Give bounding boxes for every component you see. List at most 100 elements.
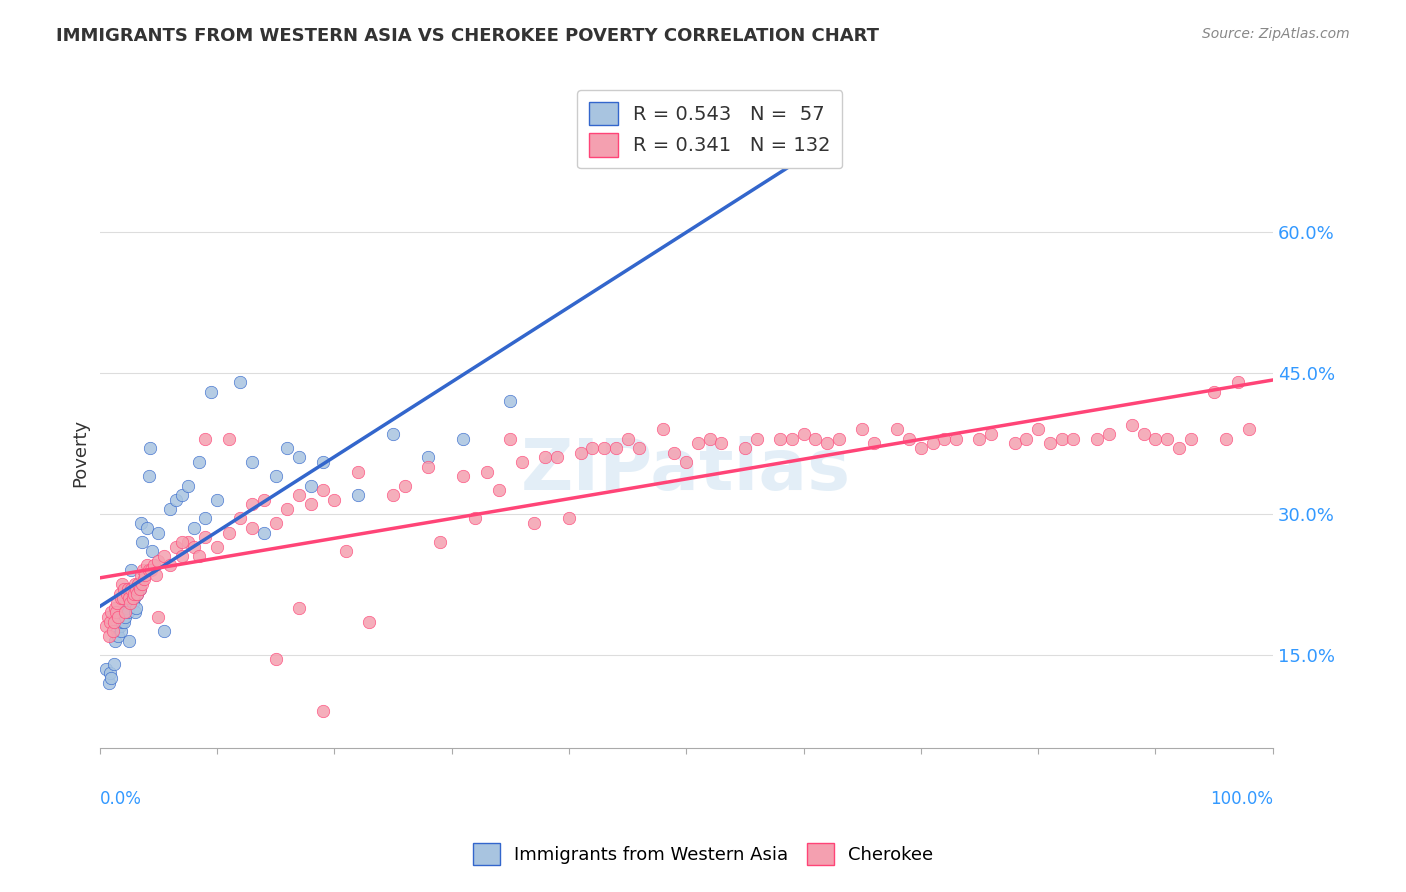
Point: [1144, 432, 1167, 446]
Point: [804, 432, 827, 446]
Point: [98, 666, 121, 681]
Point: [170, 549, 193, 563]
Point: [134, 567, 156, 582]
Point: [311, 483, 333, 498]
Point: [745, 432, 768, 446]
Point: [98, 675, 121, 690]
Point: [98, 615, 121, 629]
Point: [218, 432, 240, 446]
Point: [299, 497, 322, 511]
Point: [1085, 432, 1108, 446]
Point: [980, 427, 1002, 442]
Point: [1097, 427, 1119, 442]
Point: [686, 436, 709, 450]
Point: [124, 605, 146, 619]
Text: 0.0%: 0.0%: [100, 790, 142, 808]
Point: [183, 540, 205, 554]
Point: [108, 586, 131, 600]
Point: [815, 436, 838, 450]
Point: [103, 615, 125, 629]
Point: [429, 535, 451, 549]
Point: [141, 544, 163, 558]
Point: [170, 535, 193, 549]
Point: [153, 624, 176, 639]
Point: [194, 511, 217, 525]
Point: [138, 469, 160, 483]
Point: [593, 441, 616, 455]
Point: [240, 455, 263, 469]
Point: [335, 544, 357, 558]
Point: [1026, 422, 1049, 436]
Point: [100, 605, 122, 619]
Point: [276, 441, 298, 455]
Point: [127, 577, 149, 591]
Point: [117, 582, 139, 596]
Point: [135, 558, 157, 573]
Point: [105, 624, 128, 639]
Point: [229, 511, 252, 525]
Point: [114, 610, 136, 624]
Point: [153, 549, 176, 563]
Point: [1167, 441, 1189, 455]
Point: [229, 376, 252, 390]
Point: [346, 488, 368, 502]
Point: [264, 652, 287, 666]
Point: [121, 596, 143, 610]
Point: [945, 432, 967, 446]
Point: [288, 600, 311, 615]
Point: [534, 450, 557, 465]
Point: [118, 633, 141, 648]
Point: [218, 525, 240, 540]
Point: [104, 600, 127, 615]
Point: [194, 530, 217, 544]
Point: [898, 432, 921, 446]
Point: [253, 492, 276, 507]
Point: [115, 600, 138, 615]
Point: [605, 441, 627, 455]
Point: [112, 582, 135, 596]
Point: [381, 488, 404, 502]
Point: [1039, 436, 1062, 450]
Point: [107, 610, 129, 624]
Point: [1121, 417, 1143, 432]
Text: IMMIGRANTS FROM WESTERN ASIA VS CHEROKEE POVERTY CORRELATION CHART: IMMIGRANTS FROM WESTERN ASIA VS CHEROKEE…: [56, 27, 879, 45]
Point: [94, 619, 117, 633]
Point: [464, 511, 486, 525]
Point: [165, 492, 187, 507]
Point: [125, 600, 148, 615]
Point: [118, 591, 141, 606]
Point: [183, 521, 205, 535]
Point: [104, 633, 127, 648]
Point: [558, 511, 581, 525]
Point: [127, 577, 149, 591]
Point: [120, 582, 142, 596]
Point: [111, 577, 134, 591]
Point: [546, 450, 568, 465]
Point: [148, 554, 170, 568]
Point: [1050, 432, 1073, 446]
Point: [394, 478, 416, 492]
Point: [131, 535, 153, 549]
Point: [780, 432, 803, 446]
Point: [129, 516, 152, 530]
Point: [1239, 422, 1261, 436]
Point: [523, 516, 546, 530]
Point: [488, 483, 510, 498]
Point: [100, 671, 122, 685]
Point: [118, 591, 141, 606]
Point: [581, 441, 603, 455]
Point: [141, 563, 163, 577]
Point: [499, 432, 522, 446]
Point: [122, 586, 145, 600]
Point: [103, 657, 125, 671]
Point: [699, 432, 721, 446]
Point: [170, 488, 193, 502]
Point: [107, 629, 129, 643]
Point: [101, 624, 124, 639]
Point: [264, 469, 287, 483]
Point: [651, 422, 673, 436]
Point: [97, 610, 120, 624]
Point: [121, 591, 143, 606]
Point: [288, 450, 311, 465]
Point: [346, 465, 368, 479]
